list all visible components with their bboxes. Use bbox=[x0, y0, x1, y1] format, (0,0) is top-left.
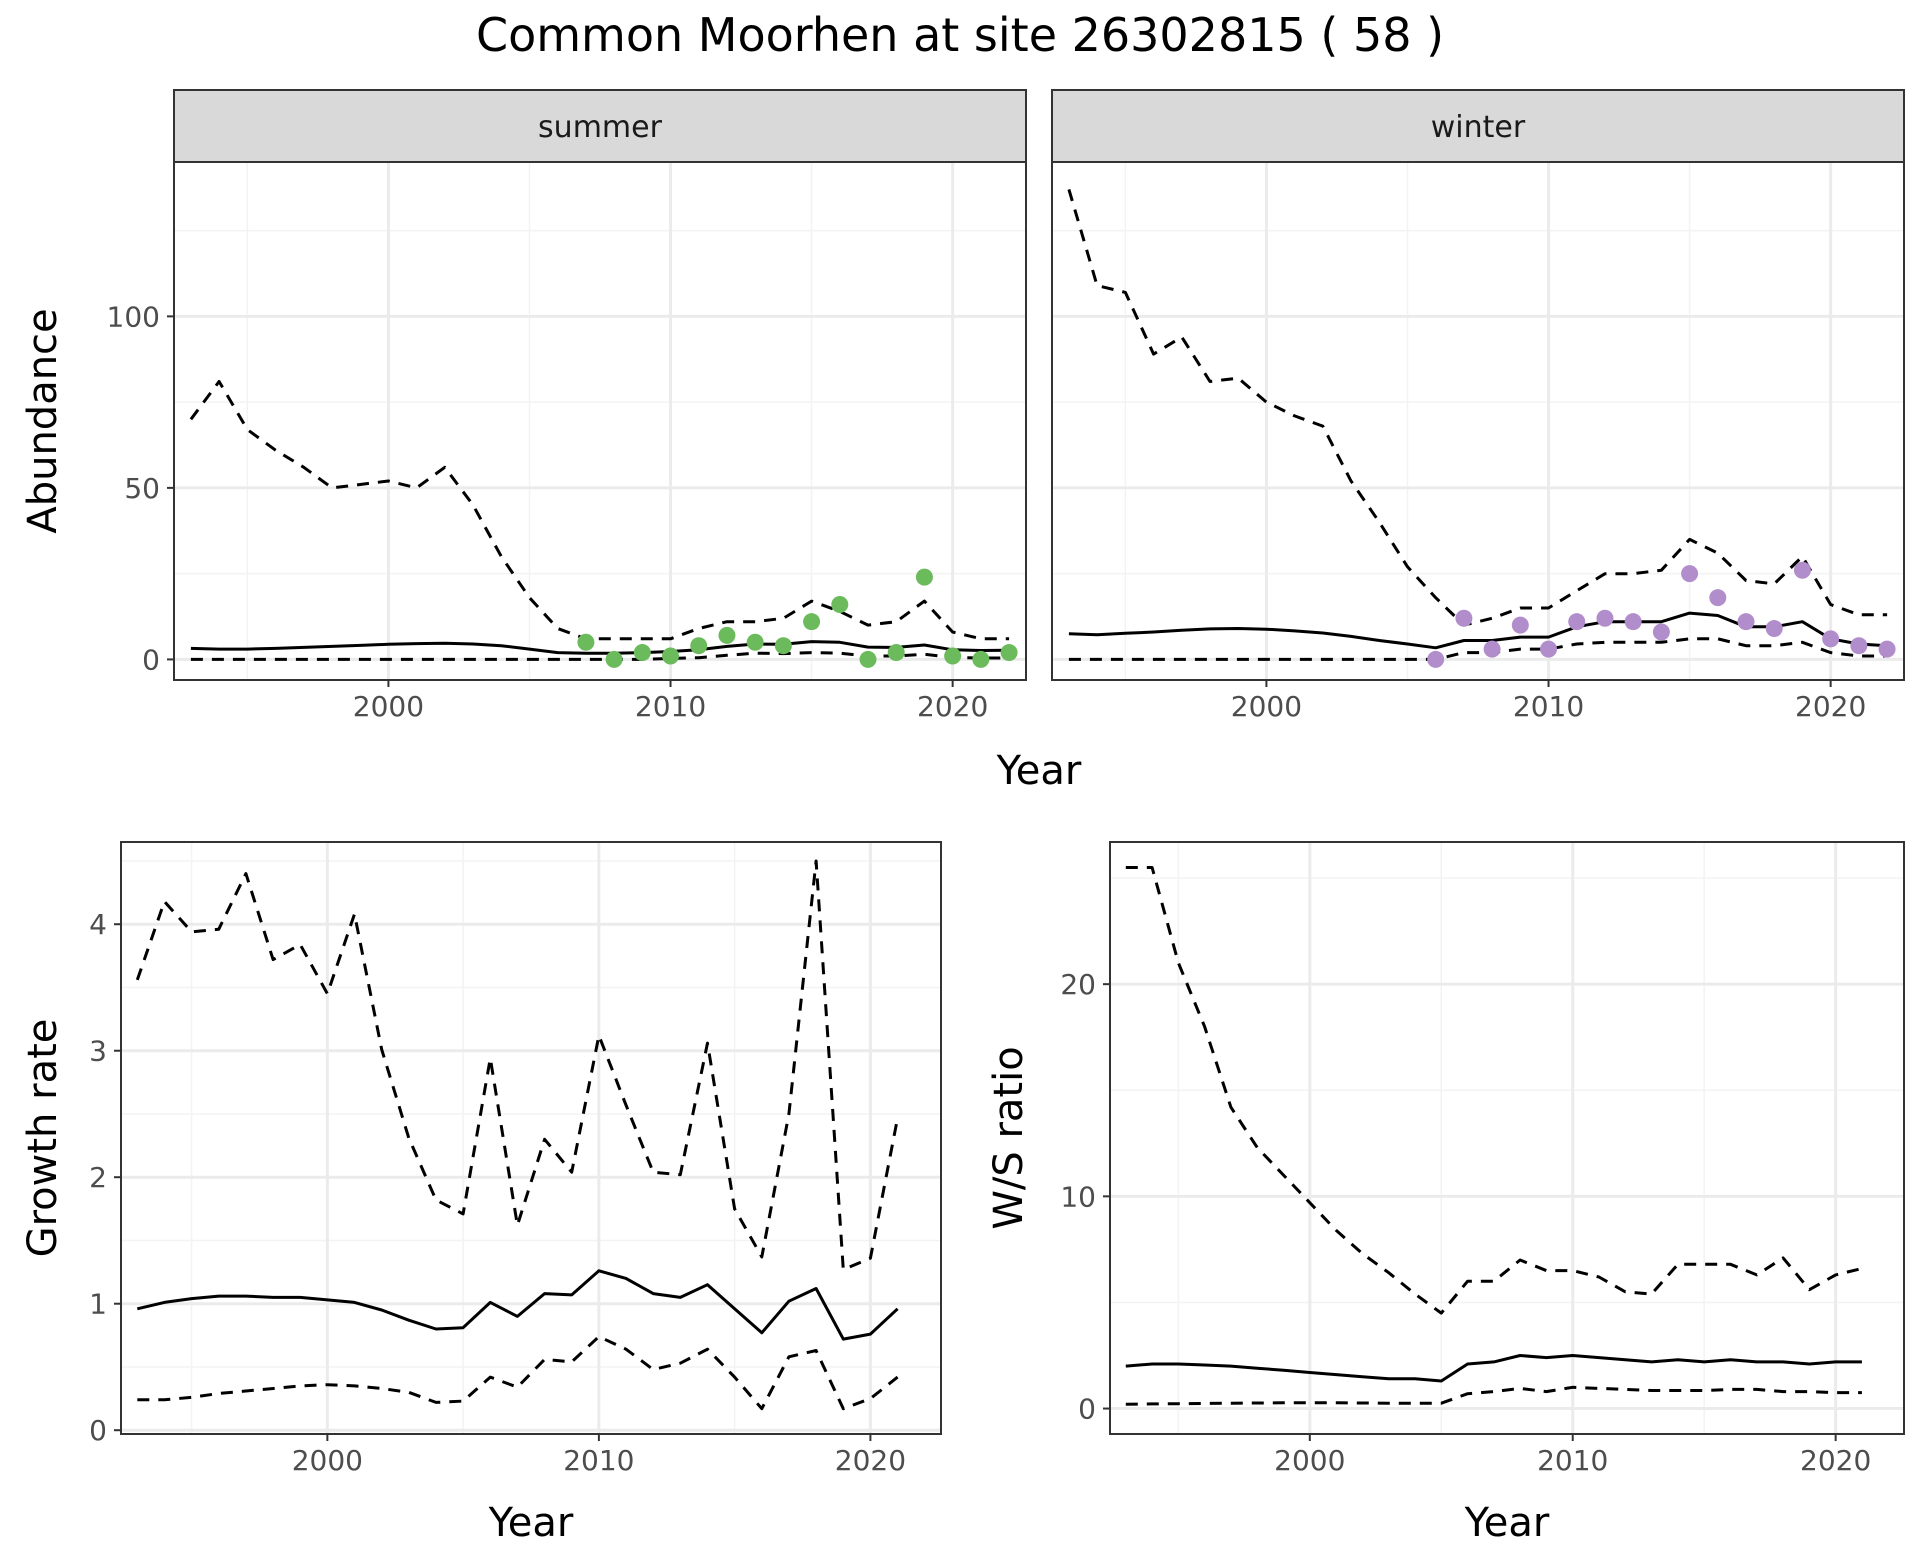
abundance-summer-observed-point bbox=[746, 633, 764, 651]
abundance-winter-x-tick-label: 2020 bbox=[1795, 690, 1866, 723]
ws-ratio-panel-border bbox=[1109, 841, 1905, 1435]
abundance-winter-panel-border bbox=[1051, 161, 1905, 681]
abundance-summer-observed-point bbox=[605, 650, 623, 668]
ws-ratio-y-tick-label: 10 bbox=[1060, 1180, 1096, 1213]
abundance-winter-observed-point bbox=[1681, 565, 1699, 583]
abundance-summer-observed-point bbox=[887, 644, 905, 662]
abundance-winter-lower-bound-line bbox=[1068, 637, 1888, 661]
abundance-winter-observed-point bbox=[1624, 613, 1642, 631]
growth-x-tick-label: 2000 bbox=[292, 1444, 363, 1477]
abundance-summer-panel-border bbox=[173, 161, 1027, 681]
abundance-summer-observed-point bbox=[803, 613, 821, 631]
abundance-winter-upper-bound-line bbox=[1067, 188, 1888, 627]
abundance-winter-observed-point bbox=[1483, 640, 1501, 658]
ws-ratio-fitted-line bbox=[1125, 1354, 1862, 1383]
abundance-summer-x-tick-label: 2020 bbox=[917, 690, 988, 723]
abundance-summer-observed-point bbox=[915, 568, 933, 586]
ws-ratio-y-tick-label: 20 bbox=[1060, 968, 1096, 1001]
abundance-summer-upper-bound-line bbox=[189, 380, 1010, 641]
abundance-winter-observed-point bbox=[1540, 640, 1558, 658]
abundance-summer-y-tick-label: 100 bbox=[107, 300, 160, 333]
ws-ratio-lower-bound-line bbox=[1125, 1385, 1862, 1406]
abundance-winter-observed-point bbox=[1709, 589, 1727, 607]
ws-ratio-x-tick-label: 2010 bbox=[1537, 1444, 1608, 1477]
abundance-winter-observed-point bbox=[1737, 613, 1755, 631]
growth-x-axis-label: Year bbox=[488, 1500, 574, 1546]
abundance-summer-y-tick-label: 50 bbox=[124, 472, 160, 505]
growth-lower-bound-line bbox=[137, 1335, 899, 1411]
abundance-summer-x-tick-label: 2010 bbox=[635, 690, 706, 723]
ws-ratio-y-axis-label: W/S ratio bbox=[986, 1046, 1032, 1229]
growth-y-axis-label: Growth rate bbox=[20, 1019, 66, 1258]
abundance-summer-observed-point bbox=[577, 633, 595, 651]
abundance-summer-observed-point bbox=[1000, 644, 1018, 662]
growth-y-tick-label: 0 bbox=[89, 1414, 107, 1447]
abundance-summer-observed-point bbox=[662, 647, 680, 665]
abundance-winter-x-tick-label: 2010 bbox=[1513, 690, 1584, 723]
abundance-summer-observed-point bbox=[972, 650, 990, 668]
abundance-summer-observed-point bbox=[944, 647, 962, 665]
ws-ratio-y-tick-label: 0 bbox=[1078, 1393, 1096, 1426]
abundance-winter-strip-label: winter bbox=[1431, 110, 1526, 145]
growth-x-tick-label: 2020 bbox=[835, 1444, 906, 1477]
abundance-summer-strip bbox=[173, 89, 1027, 163]
abundance-winter-x-tick-label: 2000 bbox=[1231, 690, 1302, 723]
abundance-summer-observed-point bbox=[633, 644, 651, 662]
growth-y-tick-label: 1 bbox=[89, 1288, 107, 1321]
growth-y-tick-label: 4 bbox=[89, 908, 107, 941]
abundance-summer-y-tick-label: 0 bbox=[142, 643, 160, 676]
abundance-summer-strip-label: summer bbox=[538, 110, 663, 145]
abundance-summer-observed-point bbox=[718, 626, 736, 644]
abundance-summer-x-tick-label: 2000 bbox=[353, 690, 424, 723]
growth-panel-border bbox=[120, 841, 942, 1435]
abundance-winter-observed-point bbox=[1793, 561, 1811, 579]
figure-title: Common Moorhen at site 26302815 ( 58 ) bbox=[475, 8, 1445, 62]
abundance-summer-observed-point bbox=[774, 637, 792, 655]
abundance-winter-observed-point bbox=[1822, 630, 1840, 648]
abundance-winter-observed-point bbox=[1765, 620, 1783, 638]
abundance-winter-observed-point bbox=[1850, 637, 1868, 655]
growth-y-tick-label: 3 bbox=[89, 1035, 107, 1068]
growth-upper-bound-line bbox=[135, 859, 900, 1272]
abundance-summer-observed-point bbox=[859, 650, 877, 668]
abundance-summer-fitted-line bbox=[190, 640, 1010, 655]
ws-ratio-x-tick-label: 2000 bbox=[1274, 1444, 1345, 1477]
abundance-winter-observed-point bbox=[1455, 609, 1473, 627]
abundance-summer-observed-point bbox=[690, 637, 708, 655]
growth-x-tick-label: 2010 bbox=[563, 1444, 634, 1477]
abundance-x-axis-label: Year bbox=[996, 748, 1082, 794]
abundance-winter-observed-point bbox=[1511, 616, 1529, 634]
abundance-winter-observed-point bbox=[1878, 640, 1896, 658]
abundance-winter-observed-point bbox=[1596, 609, 1614, 627]
abundance-winter-observed-point bbox=[1652, 623, 1670, 641]
ws-ratio-x-axis-label: Year bbox=[1464, 1500, 1550, 1546]
abundance-summer-observed-point bbox=[831, 596, 849, 614]
abundance-winter-fitted-line bbox=[1068, 611, 1888, 650]
abundance-winter-observed-point bbox=[1568, 613, 1586, 631]
growth-fitted-line bbox=[136, 1269, 899, 1341]
abundance-y-axis-label: Abundance bbox=[20, 308, 66, 533]
ws-ratio-x-tick-label: 2020 bbox=[1800, 1444, 1871, 1477]
growth-y-tick-label: 2 bbox=[89, 1161, 107, 1194]
abundance-winter-observed-point bbox=[1427, 650, 1445, 668]
